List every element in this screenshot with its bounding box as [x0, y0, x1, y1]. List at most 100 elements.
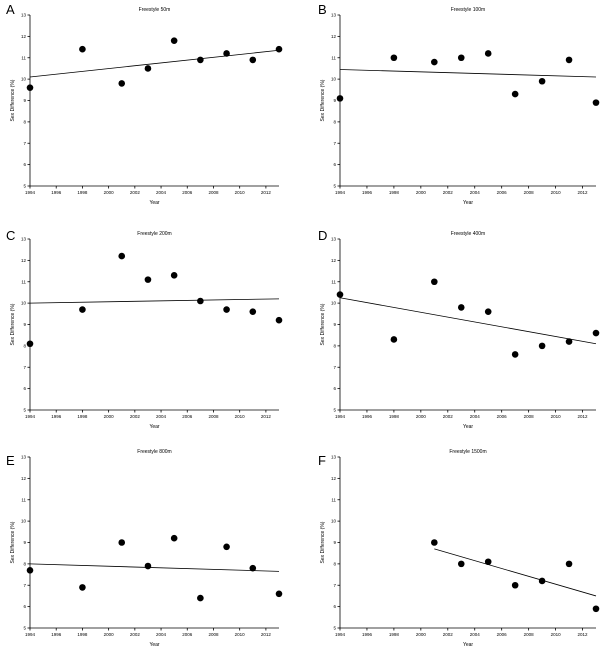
y-tick-label: 12 [21, 258, 27, 263]
y-tick-label: 10 [331, 301, 337, 306]
y-tick-label: 7 [23, 365, 26, 370]
x-tick-label: 1996 [362, 632, 373, 637]
x-tick-label: 2006 [182, 190, 193, 195]
panel-letter: C [6, 228, 15, 243]
y-tick-label: 5 [333, 408, 336, 413]
x-tick-label: 2010 [551, 632, 562, 637]
data-point [538, 577, 546, 585]
x-tick-label: 2002 [443, 414, 454, 419]
x-axis-label: Year [149, 642, 159, 648]
x-tick-label: 2008 [208, 632, 219, 637]
panel-letter: D [318, 228, 327, 243]
panel-e: E Freestyle 800m 1994 1996 1998 2000 2002 2004 2… [6, 449, 283, 648]
y-tick-label: 11 [21, 497, 26, 502]
panel-b: B Freestyle 100m 1994 1996 1998 2000 2002 2004 2… [318, 2, 600, 206]
x-tick-label: 1996 [362, 190, 373, 195]
data-point [484, 308, 492, 315]
x-tick-label: 1994 [335, 414, 346, 419]
y-tick-label: 10 [21, 301, 27, 306]
data-point [223, 50, 230, 57]
x-axis-label: Year [463, 200, 473, 206]
trend-line [29, 563, 280, 572]
trend-line [339, 69, 597, 78]
x-axis-label: Year [149, 424, 159, 430]
data-point [457, 54, 465, 62]
x-tick-label: 2004 [156, 190, 167, 195]
data-point [144, 562, 152, 570]
x-tick-label: 2004 [470, 190, 481, 195]
x-tick-label: 2006 [497, 190, 508, 195]
data-point [223, 306, 230, 313]
y-tick-label: 7 [23, 583, 26, 588]
x-tick-label: 2000 [416, 632, 427, 637]
x-tick-label: 2012 [578, 414, 589, 419]
panel-letter: B [318, 2, 327, 17]
y-axis-label: Sex Difference (%) [10, 79, 16, 121]
y-tick-label: 5 [23, 184, 26, 189]
x-tick-label: 1998 [389, 632, 400, 637]
data-point [170, 272, 178, 279]
x-tick-label: 2008 [208, 414, 219, 419]
data-point [79, 306, 86, 313]
trend-line [434, 548, 597, 597]
data-point [457, 560, 465, 568]
y-tick-label: 12 [21, 34, 27, 39]
chart-title: Freestyle 400m [451, 231, 485, 237]
y-tick-label: 11 [331, 55, 336, 60]
x-tick-label: 2006 [182, 632, 193, 637]
x-tick-label: 2004 [470, 632, 481, 637]
y-tick-label: 6 [23, 604, 26, 609]
y-tick-label: 10 [331, 519, 337, 524]
panel-letter: E [6, 453, 15, 468]
x-tick-label: 2002 [443, 190, 454, 195]
panel-letter: A [6, 2, 15, 17]
data-point [249, 56, 257, 64]
y-tick-label: 13 [21, 455, 27, 460]
data-point [592, 99, 600, 106]
chart-title: Freestyle 50m [139, 7, 171, 13]
y-tick-label: 8 [333, 343, 336, 348]
data-point [118, 80, 126, 87]
y-tick-label: 8 [23, 561, 26, 566]
panel-d: D Freestyle 400m 1994 1996 1998 2000 2002 2004 2… [318, 228, 600, 430]
y-axis-label: Sex Difference (%) [10, 521, 16, 563]
data-point [390, 336, 398, 343]
y-axis-label: Sex Difference (%) [320, 521, 326, 563]
x-tick-label: 2012 [578, 632, 589, 637]
x-tick-label: 1994 [335, 632, 346, 637]
y-tick-label: 12 [21, 476, 27, 481]
y-tick-label: 10 [21, 77, 27, 82]
y-tick-label: 9 [333, 540, 336, 545]
x-tick-label: 2000 [416, 190, 427, 195]
data-point [275, 316, 283, 324]
y-tick-label: 13 [331, 455, 337, 460]
x-tick-label: 2010 [235, 190, 246, 195]
x-tick-label: 1998 [77, 632, 88, 637]
y-tick-label: 13 [21, 13, 27, 18]
y-tick-label: 11 [21, 279, 26, 284]
data-point [197, 594, 204, 602]
x-tick-label: 1994 [335, 190, 346, 195]
y-tick-label: 8 [23, 343, 26, 348]
x-tick-label: 1998 [389, 414, 400, 419]
y-tick-label: 12 [331, 258, 337, 263]
trend-line [29, 298, 280, 304]
y-tick-label: 9 [23, 98, 26, 103]
data-point [249, 308, 257, 315]
x-tick-label: 2010 [235, 632, 246, 637]
data-point [275, 45, 283, 53]
y-tick-label: 7 [333, 583, 336, 588]
x-axis-label: Year [463, 642, 473, 648]
y-tick-label: 11 [331, 497, 336, 502]
y-tick-label: 7 [23, 141, 26, 146]
data-point [431, 539, 438, 546]
data-point [336, 291, 344, 298]
y-tick-label: 5 [333, 184, 336, 189]
x-tick-label: 1994 [25, 414, 36, 419]
y-tick-label: 6 [23, 162, 26, 167]
data-point [538, 342, 546, 350]
y-tick-label: 8 [333, 119, 336, 124]
y-tick-label: 8 [23, 119, 26, 124]
data-point [275, 590, 283, 598]
